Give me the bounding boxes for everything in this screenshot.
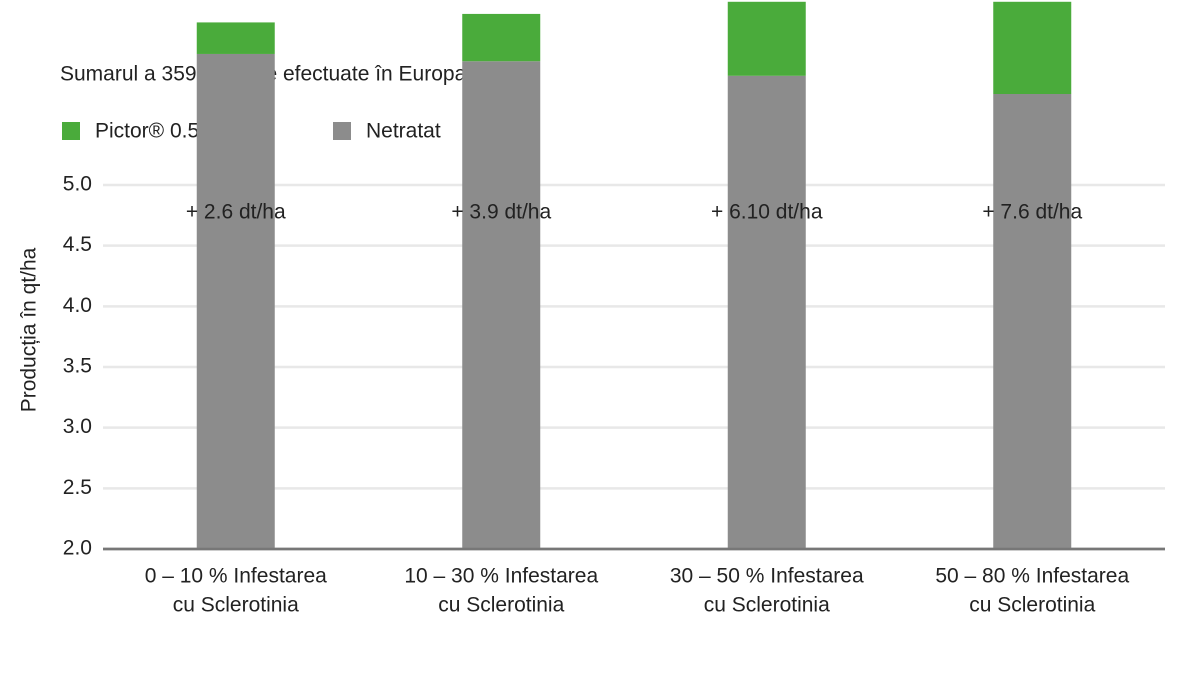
- y-tick-label: 4.5: [63, 233, 92, 256]
- x-tick-label: cu Sclerotinia: [173, 594, 299, 617]
- legend-swatch: [333, 122, 351, 140]
- bar-segment: [727, 75, 806, 550]
- x-tick-label: cu Sclerotinia: [969, 594, 1095, 617]
- bar-segment: [993, 1, 1072, 94]
- bar-segment: [196, 22, 275, 54]
- y-tick-label: 5.0: [63, 173, 92, 196]
- bar-segment: [462, 61, 541, 550]
- x-tick-label: 0 – 10 % Infestarea: [145, 565, 327, 588]
- x-tick-label: 10 – 30 % Infestarea: [404, 565, 598, 588]
- x-tick-label: 30 – 50 % Infestarea: [670, 565, 864, 588]
- bar-segment: [462, 13, 541, 62]
- y-tick-label: 4.0: [63, 294, 92, 317]
- bar-segment: [196, 53, 275, 550]
- annotation: + 3.9 dt/ha: [451, 201, 551, 224]
- bar-segment: [727, 1, 806, 76]
- y-tick-label: 2.0: [63, 537, 92, 560]
- annotation: + 7.6 dt/ha: [982, 201, 1082, 224]
- legend-swatch: [62, 122, 80, 140]
- x-tick-label: cu Sclerotinia: [704, 594, 830, 617]
- annotation: + 2.6 dt/ha: [186, 201, 286, 224]
- y-axis-label: Producția în qt/ha: [18, 247, 41, 412]
- bar-segment: [993, 94, 1072, 549]
- y-tick-label: 3.0: [63, 415, 92, 438]
- annotation: + 6.10 dt/ha: [711, 201, 823, 224]
- x-tick-label: 50 – 80 % Infestarea: [935, 565, 1129, 588]
- y-tick-label: 3.5: [63, 355, 92, 378]
- y-tick-label: 2.5: [63, 476, 92, 499]
- x-tick-label: cu Sclerotinia: [438, 594, 564, 617]
- legend-label: Netratat: [366, 120, 441, 143]
